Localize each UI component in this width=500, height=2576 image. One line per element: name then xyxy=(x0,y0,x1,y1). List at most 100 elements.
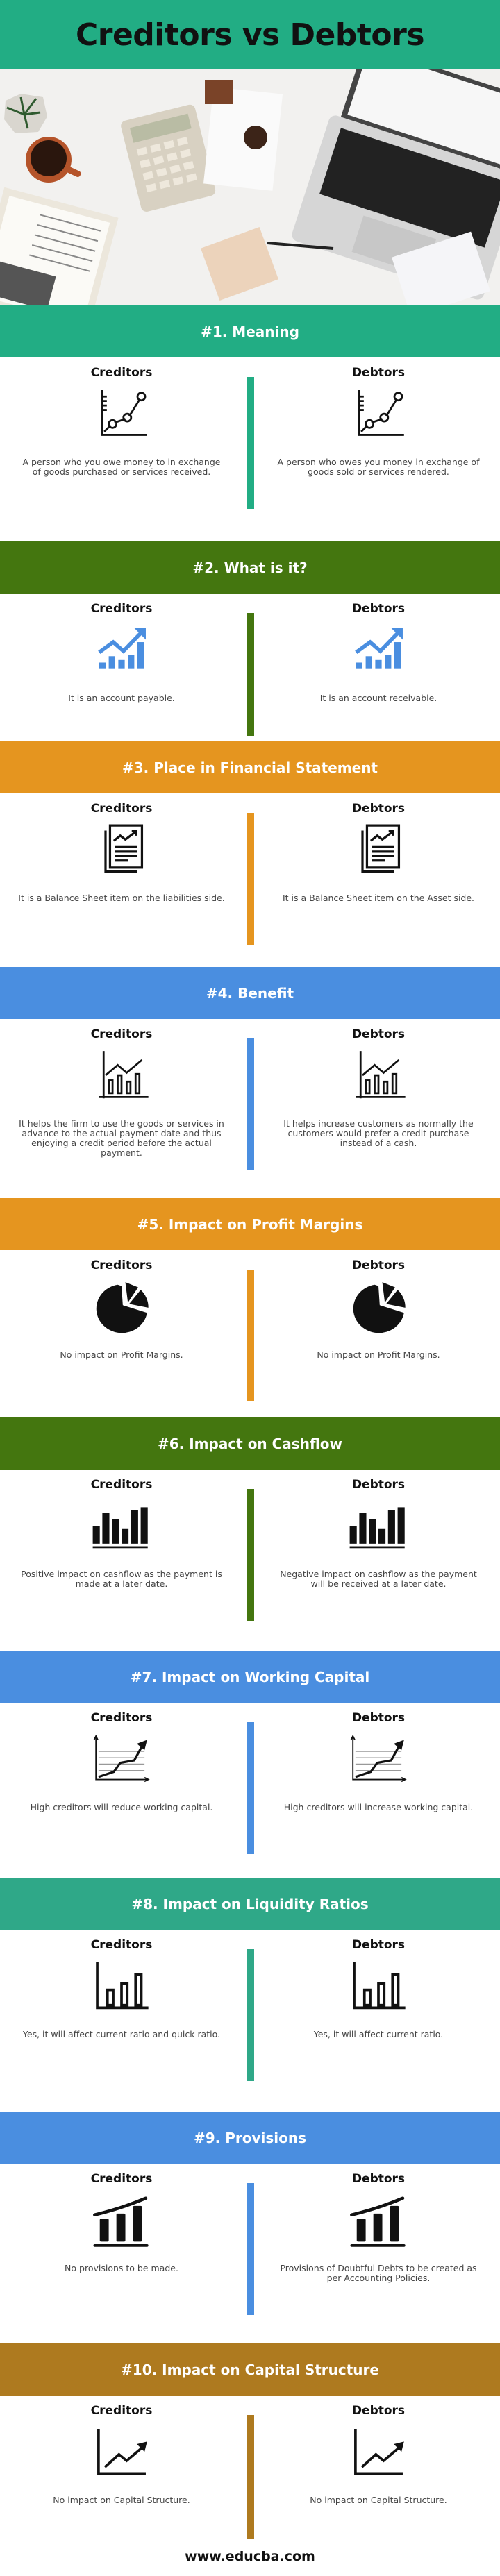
section-header: #4. Benefit xyxy=(0,967,500,1019)
debtors-description: Yes, it will affect current ratio. xyxy=(313,2029,444,2039)
column-divider xyxy=(247,1949,254,2081)
creditors-description: A person who you owe money to in exchang… xyxy=(22,457,221,477)
creditors-column: Creditors It helps the firm to use the go… xyxy=(10,1027,233,1158)
column-divider xyxy=(247,2415,254,2539)
creditors-column: Creditors No impact on Capital Structure. xyxy=(10,2404,233,2505)
creditors-description: Yes, it will affect current ratio and qu… xyxy=(22,2029,221,2039)
section-header: #2. What is it? xyxy=(0,541,500,594)
debtors-description: Provisions of Doubtful Debts to be creat… xyxy=(280,2263,477,2283)
debtors-label: Debtors xyxy=(351,1258,406,1272)
report-document-icon xyxy=(104,824,144,873)
bar-chart-outline-icon xyxy=(96,1962,149,2010)
debtors-column: Debtors It is an account receivable. xyxy=(267,602,490,703)
debtors-label: Debtors xyxy=(351,1027,406,1041)
creditors-label: Creditors xyxy=(90,2404,153,2418)
debtors-label: Debtors xyxy=(351,366,406,380)
growth-bars-icon xyxy=(350,2196,406,2247)
debtors-description: It is an account receivable. xyxy=(319,693,438,703)
creditors-column: Creditors It is a Balance Sheet item on t… xyxy=(10,802,233,903)
column-divider xyxy=(247,813,254,945)
creditors-label: Creditors xyxy=(90,1938,153,1952)
debtors-label: Debtors xyxy=(351,602,406,616)
title-banner: Creditors vs Debtors xyxy=(0,0,500,69)
debtors-description: It helps increase customers as normally … xyxy=(283,1118,474,1148)
debtors-column: Debtors It is a Balance Sheet item on the… xyxy=(267,802,490,903)
growth-chart-icon xyxy=(355,628,403,669)
column-divider xyxy=(247,377,254,509)
column-divider xyxy=(247,613,254,736)
debtors-label: Debtors xyxy=(351,2172,406,2186)
section-header: #6. Impact on Cashflow xyxy=(0,1417,500,1470)
creditors-column: Creditors No impact on Profit Margins. xyxy=(10,1258,233,1360)
growth-bars-icon xyxy=(93,2196,149,2247)
section-header: #10. Impact on Capital Structure xyxy=(0,2343,500,2396)
debtors-label: Debtors xyxy=(351,1711,406,1725)
report-document-icon xyxy=(361,824,401,873)
creditors-label: Creditors xyxy=(90,802,153,816)
creditors-label: Creditors xyxy=(90,2172,153,2186)
trend-grid-chart-icon xyxy=(93,1734,150,1783)
creditors-label: Creditors xyxy=(90,1478,153,1492)
column-divider xyxy=(247,1722,254,1854)
creditors-column: Creditors It is an account payable. xyxy=(10,602,233,703)
creditors-description: It is an account payable. xyxy=(68,693,175,703)
trend-arrow-icon xyxy=(97,2428,147,2475)
creditors-column: Creditors High creditors will reduce work… xyxy=(10,1711,233,1812)
debtors-column: Debtors No impact on Capital Structure. xyxy=(267,2404,490,2505)
bar-chart-outline-icon xyxy=(353,1962,406,2010)
section-title: #6. Impact on Cashflow xyxy=(157,1435,342,1452)
section-title: #3. Place in Financial Statement xyxy=(122,759,378,776)
debtors-description: A person who owes you money in exchange … xyxy=(277,457,480,477)
pie-chart-icon xyxy=(353,1282,406,1333)
debtors-description: Negative impact on cashflow as the payme… xyxy=(280,1569,477,1589)
debtors-column: Debtors Provisions of Doubtful Debts to b… xyxy=(267,2172,490,2283)
section-title: #1. Meaning xyxy=(201,323,299,340)
bar-chart-icon xyxy=(349,1507,405,1549)
line-chart-dots-icon xyxy=(101,390,147,436)
desk-photo xyxy=(0,69,500,305)
debtors-column: Debtors It helps increase customers as no… xyxy=(267,1027,490,1148)
debtors-label: Debtors xyxy=(351,1478,406,1492)
section-header: #3. Place in Financial Statement xyxy=(0,741,500,793)
debtors-column: Debtors A person who owes you money in ex… xyxy=(267,366,490,477)
section-title: #4. Benefit xyxy=(206,984,294,1002)
section-title: #8. Impact on Liquidity Ratios xyxy=(131,1895,369,1912)
footer-url: www.educba.com xyxy=(185,2549,315,2564)
trend-grid-chart-icon xyxy=(350,1734,407,1783)
creditors-label: Creditors xyxy=(90,1711,153,1725)
creditors-column: Creditors A person who you owe money to i… xyxy=(10,366,233,477)
debtors-column: Debtors Yes, it will affect current ratio… xyxy=(267,1938,490,2039)
debtors-label: Debtors xyxy=(351,1938,406,1952)
creditors-description: No provisions to be made. xyxy=(65,2263,178,2273)
creditors-description: No impact on Profit Margins. xyxy=(60,1349,183,1360)
section-title: #5. Impact on Profit Margins xyxy=(137,1215,363,1233)
debtors-description: It is a Balance Sheet item on the Asset … xyxy=(282,893,475,903)
debtors-label: Debtors xyxy=(351,802,406,816)
section-header: #8. Impact on Liquidity Ratios xyxy=(0,1878,500,1930)
section-title: #2. What is it? xyxy=(192,559,308,576)
column-divider xyxy=(247,2183,254,2315)
bar-line-chart-icon xyxy=(356,1051,406,1099)
section-header: #7. Impact on Working Capital xyxy=(0,1651,500,1703)
line-chart-dots-icon xyxy=(358,390,404,436)
debtors-description: No impact on Profit Margins. xyxy=(317,1349,440,1360)
debtors-label: Debtors xyxy=(351,2404,406,2418)
creditors-column: Creditors No provisions to be made. xyxy=(10,2172,233,2273)
debtors-description: No impact on Capital Structure. xyxy=(310,2495,447,2505)
bar-chart-icon xyxy=(92,1507,148,1549)
debtors-description: High creditors will increase working cap… xyxy=(283,1802,474,1812)
section-header: #9. Provisions xyxy=(0,2112,500,2164)
creditors-column: Creditors Positive impact on cashflow as … xyxy=(10,1478,233,1589)
creditors-label: Creditors xyxy=(90,1027,153,1041)
column-divider xyxy=(247,1038,254,1170)
creditors-description: Positive impact on cashflow as the payme… xyxy=(21,1569,222,1589)
page-title: Creditors vs Debtors xyxy=(75,17,425,53)
column-divider xyxy=(247,1270,254,1401)
pie-chart-icon xyxy=(96,1282,149,1333)
section-header: #5. Impact on Profit Margins xyxy=(0,1198,500,1250)
creditors-label: Creditors xyxy=(90,366,153,380)
creditors-description: No impact on Capital Structure. xyxy=(53,2495,190,2505)
creditors-label: Creditors xyxy=(90,1258,153,1272)
section-title: #9. Provisions xyxy=(193,2129,307,2146)
bar-line-chart-icon xyxy=(99,1051,149,1099)
